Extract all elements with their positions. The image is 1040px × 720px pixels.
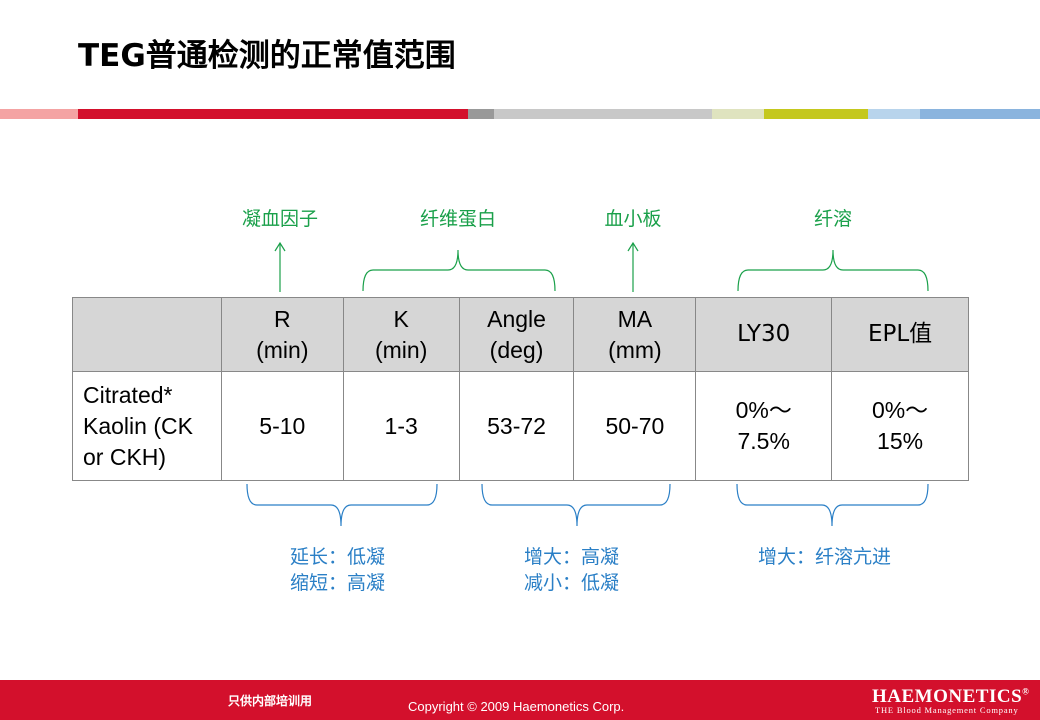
- header-text: EPL值: [867, 321, 933, 347]
- color-band-segment: [868, 109, 920, 119]
- color-band-segment: [468, 109, 494, 119]
- header-cell-ma: MA (mm): [573, 297, 697, 372]
- top-brace: [362, 249, 556, 292]
- teg-reference-table: R (min) K (min) Angle (deg) MA (mm) LY30…: [72, 297, 969, 481]
- header-text: MA: [617, 305, 653, 332]
- table-row: Citrated* Kaolin (CK or CKH) 5-10 1-3 53…: [72, 371, 969, 481]
- header-text: Angle: [487, 305, 546, 332]
- interpretation-ly30-epl: 增大：纤溶亢进: [758, 544, 891, 570]
- header-unit: (min): [256, 336, 309, 363]
- color-band-segment: [764, 109, 868, 119]
- interpretation-line: 延长：低凝: [290, 546, 386, 568]
- header-cell-empty: [72, 297, 222, 372]
- value-cell-epl: 0%～ 15%: [831, 371, 969, 481]
- bottom-brace: [736, 483, 929, 527]
- bottom-brace: [481, 483, 671, 527]
- interpretation-line: 增大：纤溶亢进: [758, 546, 892, 568]
- cell-value: 50-70: [605, 412, 665, 439]
- cell-value: 1-3: [384, 412, 418, 439]
- value-cell-k: 1-3: [342, 371, 460, 481]
- label-fibrinogen: 纤维蛋白: [419, 208, 497, 230]
- cell-value: 0%～: [735, 397, 792, 423]
- header-text: LY30: [737, 321, 791, 347]
- copyright-text: Copyright © 2009 Haemonetics Corp.: [408, 699, 625, 714]
- footer-bar: [0, 680, 1040, 720]
- brand-mark: ®: [1022, 686, 1030, 697]
- color-band-segment: [712, 109, 764, 119]
- slide-title: TEG普通检测的正常值范围: [78, 38, 456, 74]
- value-cell-r: 5-10: [220, 371, 344, 481]
- color-band-segment: [78, 109, 468, 119]
- brand-logo: HAEMONETICS®: [872, 686, 1029, 708]
- color-band-segment: [494, 109, 712, 119]
- cell-value: 53-72: [487, 412, 546, 439]
- interpretation-line: 减小：低凝: [524, 572, 620, 594]
- header-cell-k: K (min): [342, 297, 460, 372]
- header-text: K: [393, 305, 409, 332]
- interpretation-line: 缩短：高凝: [290, 572, 386, 594]
- header-text: R: [274, 305, 291, 332]
- row-label-line: Kaolin (CK: [83, 412, 193, 439]
- value-cell-angle: 53-72: [458, 371, 575, 481]
- label-coagulation-factor: 凝血因子: [241, 208, 319, 230]
- cell-value: 15%: [877, 428, 924, 454]
- label-platelet: 血小板: [604, 208, 662, 230]
- value-cell-ly30: 0%～ 7.5%: [695, 371, 833, 481]
- interpretation-angle-ma: 增大：高凝 减小：低凝: [524, 544, 619, 596]
- value-cell-ma: 50-70: [573, 371, 697, 481]
- arrow-up-icon: [274, 241, 286, 292]
- header-cell-epl: EPL值: [831, 297, 969, 372]
- brand-tagline: THE Blood Management Company: [875, 705, 1019, 715]
- row-label-line: Citrated*: [83, 381, 173, 408]
- top-brace: [737, 249, 929, 292]
- header-cell-ly30: LY30: [695, 297, 833, 372]
- interpretation-line: 增大：高凝: [524, 546, 620, 568]
- arrow-up-icon: [627, 241, 639, 292]
- header-unit: (mm): [608, 336, 662, 363]
- internal-use-note: 只供内部培训用: [228, 694, 313, 708]
- color-band-segment: [920, 109, 1040, 119]
- row-label-line: or CKH): [83, 443, 167, 470]
- cell-value: 5-10: [259, 412, 306, 439]
- interpretation-r-k: 延长：低凝 缩短：高凝: [290, 544, 385, 596]
- cell-value: 0%～: [871, 397, 929, 423]
- header-cell-r: R (min): [220, 297, 344, 372]
- cell-value: 7.5%: [737, 428, 790, 454]
- header-unit: (min): [374, 336, 428, 363]
- header-cell-angle: Angle (deg): [458, 297, 575, 372]
- header-unit: (deg): [489, 336, 544, 363]
- color-band-segment: [0, 109, 78, 119]
- row-label-cell: Citrated* Kaolin (CK or CKH): [72, 371, 222, 481]
- table-header-row: R (min) K (min) Angle (deg) MA (mm) LY30…: [72, 297, 969, 372]
- bottom-brace: [246, 483, 438, 527]
- brand-name: HAEMONETICS: [872, 686, 1023, 707]
- label-fibrinolysis: 纤溶: [813, 208, 853, 230]
